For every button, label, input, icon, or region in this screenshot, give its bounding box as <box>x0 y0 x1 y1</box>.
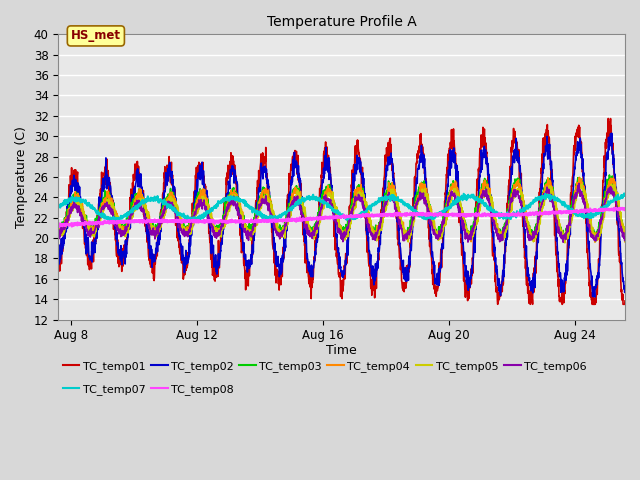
TC_temp07 <box>621 193 629 199</box>
TC_temp05 <box>605 186 612 192</box>
TC_temp03 <box>54 220 62 226</box>
TC_temp02 <box>83 250 91 255</box>
Line: TC_temp07: TC_temp07 <box>58 193 625 222</box>
TC_temp01 <box>605 138 612 144</box>
Line: TC_temp08: TC_temp08 <box>58 208 625 227</box>
TC_temp04 <box>621 239 629 244</box>
TC_temp03 <box>591 236 599 242</box>
TC_temp02 <box>500 260 508 265</box>
Y-axis label: Temperature (C): Temperature (C) <box>15 126 28 228</box>
Line: TC_temp05: TC_temp05 <box>58 184 625 243</box>
TC_temp07 <box>83 201 91 206</box>
Title: Temperature Profile A: Temperature Profile A <box>267 15 417 29</box>
TC_temp06 <box>54 230 62 236</box>
TC_temp05 <box>330 201 338 206</box>
TC_temp05 <box>621 239 629 244</box>
TC_temp06 <box>605 190 612 195</box>
TC_temp06 <box>330 218 338 224</box>
TC_temp04 <box>591 239 599 245</box>
TC_temp06 <box>575 180 583 186</box>
TC_temp05 <box>54 226 62 231</box>
TC_temp04 <box>315 216 323 221</box>
TC_temp02 <box>591 294 598 300</box>
TC_temp03 <box>605 179 612 185</box>
TC_temp08 <box>330 214 338 220</box>
TC_temp05 <box>315 220 323 226</box>
Line: TC_temp01: TC_temp01 <box>58 119 625 304</box>
TC_temp06 <box>605 188 613 193</box>
Line: TC_temp06: TC_temp06 <box>58 183 625 242</box>
TC_temp04 <box>54 227 62 232</box>
X-axis label: Time: Time <box>326 344 357 357</box>
Legend: TC_temp07, TC_temp08: TC_temp07, TC_temp08 <box>58 380 238 399</box>
Line: TC_temp02: TC_temp02 <box>58 133 625 297</box>
TC_temp06 <box>500 225 508 231</box>
TC_temp04 <box>605 178 612 184</box>
TC_temp04 <box>500 226 508 232</box>
TC_temp01 <box>501 251 509 256</box>
Text: HS_met: HS_met <box>71 29 121 42</box>
TC_temp03 <box>500 221 508 227</box>
TC_temp05 <box>500 233 508 239</box>
TC_temp07 <box>605 202 612 208</box>
TC_temp02 <box>621 286 629 292</box>
TC_temp08 <box>56 224 63 229</box>
TC_temp08 <box>611 205 618 211</box>
TC_temp03 <box>330 201 338 207</box>
TC_temp02 <box>54 252 62 258</box>
TC_temp08 <box>54 222 62 228</box>
TC_temp04 <box>575 174 583 180</box>
TC_temp07 <box>54 202 62 208</box>
TC_temp06 <box>315 216 323 222</box>
TC_temp05 <box>578 181 586 187</box>
TC_temp03 <box>621 231 629 237</box>
TC_temp07 <box>316 196 323 202</box>
TC_temp06 <box>559 240 567 245</box>
TC_temp08 <box>605 207 612 213</box>
TC_temp07 <box>330 209 338 215</box>
TC_temp01 <box>83 250 91 256</box>
TC_temp01 <box>621 298 629 304</box>
Line: TC_temp03: TC_temp03 <box>58 175 625 239</box>
TC_temp03 <box>605 176 612 182</box>
Line: TC_temp04: TC_temp04 <box>58 177 625 242</box>
TC_temp07 <box>501 215 509 220</box>
TC_temp02 <box>608 130 616 136</box>
TC_temp02 <box>605 134 612 140</box>
TC_temp08 <box>316 215 323 221</box>
TC_temp03 <box>315 208 323 214</box>
TC_temp08 <box>84 221 92 227</box>
TC_temp02 <box>605 141 612 147</box>
TC_temp05 <box>561 240 569 246</box>
TC_temp08 <box>605 206 612 212</box>
TC_temp07 <box>605 202 612 208</box>
TC_temp01 <box>604 116 612 121</box>
TC_temp06 <box>83 227 91 233</box>
TC_temp07 <box>109 219 117 225</box>
TC_temp08 <box>501 213 509 218</box>
TC_temp04 <box>605 184 613 190</box>
TC_temp01 <box>54 246 62 252</box>
TC_temp04 <box>83 220 91 226</box>
TC_temp01 <box>330 221 338 227</box>
TC_temp01 <box>605 119 613 125</box>
TC_temp03 <box>605 172 613 178</box>
TC_temp08 <box>621 207 629 213</box>
TC_temp01 <box>494 301 502 307</box>
TC_temp02 <box>330 216 338 221</box>
TC_temp02 <box>315 211 323 216</box>
TC_temp05 <box>605 191 613 197</box>
TC_temp07 <box>620 191 628 196</box>
TC_temp03 <box>83 220 91 226</box>
TC_temp04 <box>330 201 338 207</box>
TC_temp05 <box>83 225 91 230</box>
TC_temp06 <box>621 235 629 241</box>
TC_temp01 <box>315 212 323 217</box>
